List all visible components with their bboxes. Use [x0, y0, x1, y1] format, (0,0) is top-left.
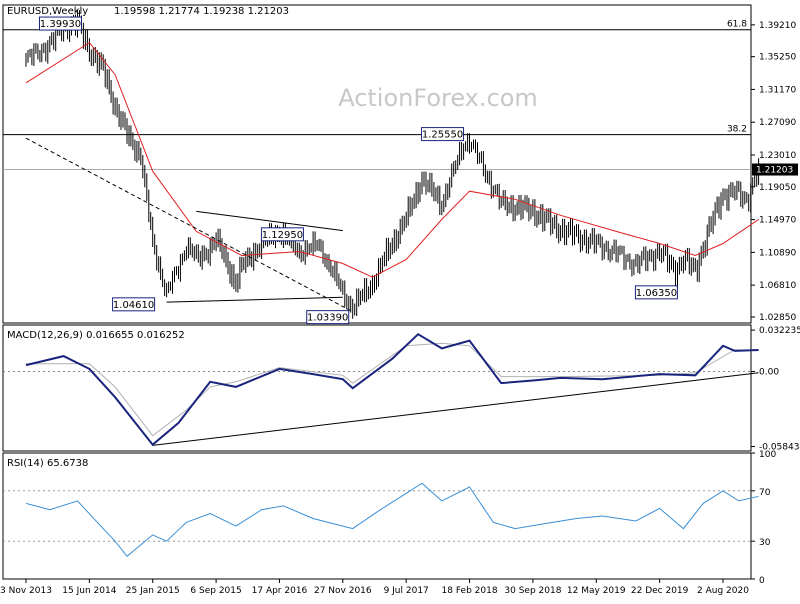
- rsi-panel: [3, 482, 759, 558]
- current-price-marker: [752, 163, 798, 176]
- x-tick-label: 18 Feb 2018: [442, 586, 498, 596]
- price-annotation-label: 1.25550: [422, 130, 463, 141]
- price-y-tick-label: 1.10890: [759, 248, 796, 258]
- price-annotation-box: [634, 285, 678, 300]
- price-annotation-label: 1.39930: [40, 19, 81, 30]
- rsi-line: [25, 482, 759, 558]
- price-y-tick-label: 1.19050: [759, 183, 796, 193]
- price-panel: 61.8 38.2 1.39930 1.04610 1.12950 1.03390 1.25…: [3, 10, 760, 325]
- macd-y-tick-label: 0.032235: [759, 326, 800, 336]
- price-y-tick-label: 1.23010: [759, 151, 796, 161]
- price-annotation-label: 1.12950: [262, 230, 303, 241]
- price-annotation-box: [260, 227, 304, 242]
- rsi-y-tick-label: 30: [759, 538, 771, 548]
- price-panel-frame: [2, 4, 752, 324]
- price-trendline: [25, 137, 353, 313]
- watermark: ActionForex.com: [338, 84, 538, 112]
- x-tick-label: 22 Dec 2019: [631, 586, 689, 596]
- price-trendline: [166, 296, 343, 303]
- x-tick-label: 27 Nov 2016: [314, 586, 372, 596]
- macd-title: MACD(12,26,9) 0.016655 0.016252: [7, 330, 185, 341]
- rsi-y-tick-label: 0: [759, 576, 765, 586]
- macd-panel: [3, 332, 759, 447]
- price-annotation-box: [38, 16, 82, 31]
- x-tick-label: 17 Apr 2016: [252, 586, 308, 596]
- macd-signal-line: [26, 342, 759, 437]
- price-annotation-box: [112, 297, 156, 312]
- moving-average-line: [25, 41, 759, 278]
- price-y-tick-label: 1.31170: [759, 85, 796, 95]
- price-annotation-label: 1.03390: [307, 313, 348, 324]
- macd-line: [25, 332, 759, 447]
- price-y-tick-label: 1.35250: [759, 53, 796, 63]
- price-annotation-label: 1.06350: [636, 288, 677, 299]
- price-trendline: [196, 210, 343, 232]
- price-y-tick-label: 1.27090: [759, 118, 796, 128]
- x-tick-label: 6 Sep 2015: [190, 586, 241, 596]
- x-tick-label: 30 Sep 2018: [504, 586, 561, 596]
- x-tick-label: 25 Jan 2015: [126, 586, 180, 596]
- rsi-title: RSI(14) 65.6738: [7, 458, 88, 469]
- x-tick-label: 12 May 2019: [567, 586, 626, 596]
- price-y-tick-label: 1.14970: [759, 216, 796, 226]
- price-y-tick-label: 1.06810: [759, 281, 796, 291]
- fib-label-38-2: 38.2: [727, 125, 747, 135]
- price-y-tick-label: 1.02850: [759, 313, 796, 323]
- macd-y-tick-label: 0.00: [759, 367, 779, 377]
- x-tick-label: 15 Jun 2014: [62, 586, 116, 596]
- symbol-title: EURUSD,Weekly: [7, 6, 88, 17]
- rsi-y-tick-label: 100: [759, 450, 776, 460]
- macd-trendline: [152, 372, 759, 446]
- price-annotation-label: 1.04610: [113, 300, 154, 311]
- rsi-panel-frame: [2, 452, 752, 580]
- axis-layer: 1.39210 1.35250 1.31170 1.27090 1.23010 1.190…: [0, 21, 800, 596]
- price-y-tick-label: 1.39210: [759, 21, 796, 31]
- x-tick-label: 3 Nov 2013: [0, 586, 52, 596]
- ohlc-values: 1.19598 1.21774 1.19238 1.21203: [114, 6, 289, 17]
- current-price-label: 1.21203: [756, 166, 793, 176]
- price-annotation-box: [421, 127, 465, 142]
- price-annotation-box: [306, 310, 350, 325]
- fib-label-61-8: 61.8: [727, 20, 747, 30]
- macd-panel-frame: [2, 324, 752, 452]
- macd-y-tick-label: -0.058434: [759, 443, 800, 453]
- x-tick-label: 9 Jul 2017: [384, 586, 429, 596]
- rsi-y-tick-label: 70: [759, 488, 771, 498]
- x-tick-label: 2 Aug 2020: [697, 586, 749, 596]
